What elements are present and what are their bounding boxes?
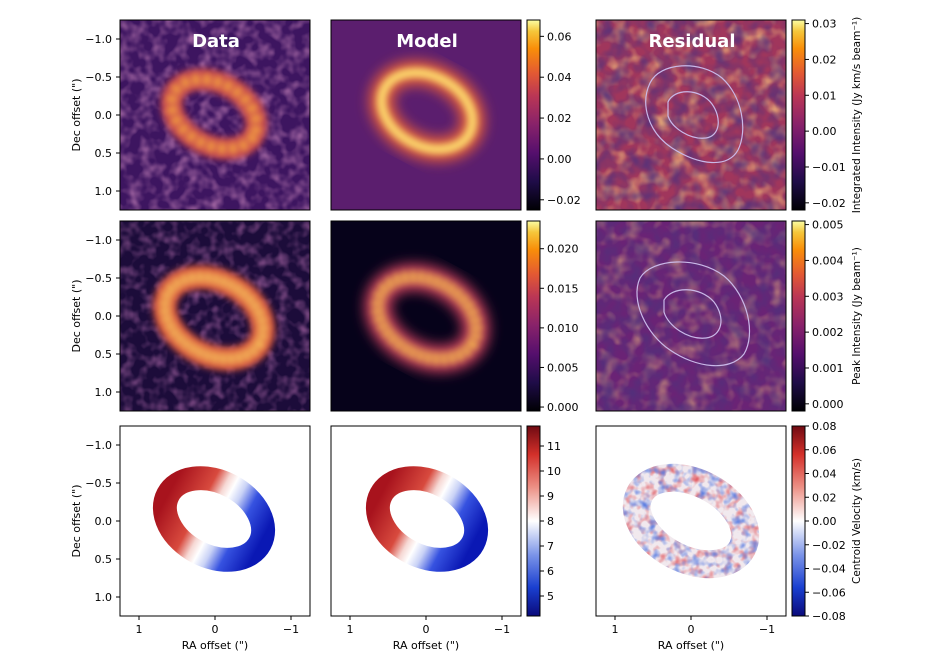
colorbar-tick-label: −0.02 — [547, 194, 581, 207]
colorbar-tick-label: 0.015 — [547, 282, 579, 295]
panel-velocity-model — [331, 426, 521, 616]
colorbar-tick-label: −0.02 — [812, 539, 846, 552]
xtick-label: 0 — [212, 623, 219, 636]
panel-peak-data — [120, 221, 310, 411]
colorbar-tick-label: −0.08 — [812, 610, 846, 623]
residual-contour-inner — [667, 91, 719, 139]
frame-peak-1 — [330, 220, 522, 412]
colorbar-tick-label: 7 — [547, 540, 554, 553]
frame-integrated-1 — [330, 19, 522, 211]
xtick-label: 1 — [612, 623, 619, 636]
ytick-label: −1.0 — [85, 439, 112, 452]
colorbar-tick-label: −0.04 — [812, 563, 846, 576]
ylabel: Dec offset (") — [70, 78, 83, 151]
panel-velocity-residual — [596, 426, 786, 616]
xlabel: RA offset (") — [658, 639, 724, 652]
colorbar-tick-label: 0.020 — [547, 243, 579, 256]
colorbar-tick-label: 0.000 — [812, 398, 844, 411]
colorbar-tick-label: 0.02 — [812, 491, 837, 504]
colorbar-tick-label: 0.03 — [812, 18, 837, 31]
colorbar-velocity-model — [526, 425, 541, 617]
colorbar-tick-label: 8 — [547, 515, 554, 528]
ytick-label: 1.0 — [95, 591, 113, 604]
colorbar-velocity-residual — [791, 425, 806, 617]
colorbar-integrated-residual — [791, 19, 806, 211]
xtick-label: −1 — [494, 623, 510, 636]
ylabel: Dec offset (") — [70, 279, 83, 352]
colorbar-tick-label: 0.04 — [547, 71, 572, 84]
xtick-label: 1 — [347, 623, 354, 636]
xtick-label: 1 — [136, 623, 143, 636]
colorbar-integrated-model — [526, 19, 541, 211]
ytick-label: −0.5 — [85, 71, 112, 84]
colorbar-label: Integrated Intensity (Jy km/s beam⁻¹) — [851, 17, 863, 213]
colorbar-tick-label: 0.000 — [547, 401, 579, 414]
ytick-label: 1.0 — [95, 386, 113, 399]
ytick-label: −1.0 — [85, 33, 112, 46]
frame-peak-2 — [595, 220, 787, 412]
colorbar-label: Centroid Velocity (km/s) — [851, 458, 863, 584]
colorbar-tick-label: 0.06 — [812, 444, 837, 457]
peak-contour-outer — [636, 261, 751, 367]
colorbar-tick-label: 0.08 — [812, 420, 837, 433]
colorbar-tick-label: 0.010 — [547, 322, 579, 335]
colorbar-tick-label: 0.005 — [812, 219, 844, 232]
colorbar-peak-model — [526, 220, 541, 412]
ytick-label: 0.5 — [95, 553, 113, 566]
title-residual: Residual — [649, 31, 736, 52]
ytick-label: 0.5 — [95, 147, 113, 160]
xtick-label: 0 — [423, 623, 430, 636]
ytick-label: −1.0 — [85, 234, 112, 247]
residual-contour-outer — [645, 65, 744, 164]
colorbar-tick-label: 11 — [547, 440, 561, 453]
title-model: Model — [396, 31, 458, 52]
colorbar-tick-label: −0.02 — [812, 197, 846, 210]
ytick-label: −0.5 — [85, 477, 112, 490]
colorbar-tick-label: −0.01 — [812, 161, 846, 174]
ytick-label: 0.5 — [95, 348, 113, 361]
panel-velocity-data — [120, 426, 310, 616]
colorbar-tick-label: 0.00 — [812, 515, 837, 528]
colorbar-tick-label: 0.02 — [547, 112, 572, 125]
ytick-label: 0.0 — [95, 515, 113, 528]
ylabel: Dec offset (") — [70, 484, 83, 557]
xtick-label: −1 — [283, 623, 299, 636]
ytick-label: 0.0 — [95, 310, 113, 323]
panel-integrated-model — [331, 20, 521, 210]
colorbar-tick-label: 6 — [547, 565, 554, 578]
panel-peak-residual — [596, 221, 786, 411]
colorbar-tick-label: 0.00 — [812, 125, 837, 138]
colorbar-tick-label: 10 — [547, 465, 561, 478]
xtick-label: 0 — [688, 623, 695, 636]
title-data: Data — [192, 31, 240, 52]
colorbar-label: Peak Intensity (Jy beam⁻¹) — [851, 247, 863, 385]
panel-peak-model — [331, 221, 521, 411]
colorbar-tick-label: 0.003 — [812, 290, 844, 303]
colorbar-tick-label: 0.004 — [812, 254, 844, 267]
xtick-label: −1 — [759, 623, 775, 636]
panel-integrated-residual — [596, 20, 786, 210]
colorbar-tick-label: 0.02 — [812, 53, 837, 66]
colorbar-tick-label: 0.01 — [812, 89, 837, 102]
xlabel: RA offset (") — [393, 639, 459, 652]
colorbar-tick-label: 0.002 — [812, 326, 844, 339]
ytick-label: 0.0 — [95, 109, 113, 122]
ytick-label: −0.5 — [85, 272, 112, 285]
colorbar-tick-label: −0.06 — [812, 586, 846, 599]
colorbar-peak-residual — [791, 220, 806, 412]
panel-integrated-data — [120, 20, 310, 210]
colorbar-tick-label: 5 — [547, 590, 554, 603]
colorbar-tick-label: 0.04 — [812, 468, 837, 481]
xlabel: RA offset (") — [182, 639, 248, 652]
frame-integrated-2 — [595, 19, 787, 211]
ytick-label: 1.0 — [95, 185, 113, 198]
colorbar-tick-label: 0.005 — [547, 361, 579, 374]
peak-contour-inner — [663, 289, 722, 339]
colorbar-tick-label: 0.001 — [812, 362, 844, 375]
colorbar-tick-label: 0.00 — [547, 153, 572, 166]
colorbar-tick-label: 9 — [547, 490, 554, 503]
colorbar-tick-label: 0.06 — [547, 30, 572, 43]
